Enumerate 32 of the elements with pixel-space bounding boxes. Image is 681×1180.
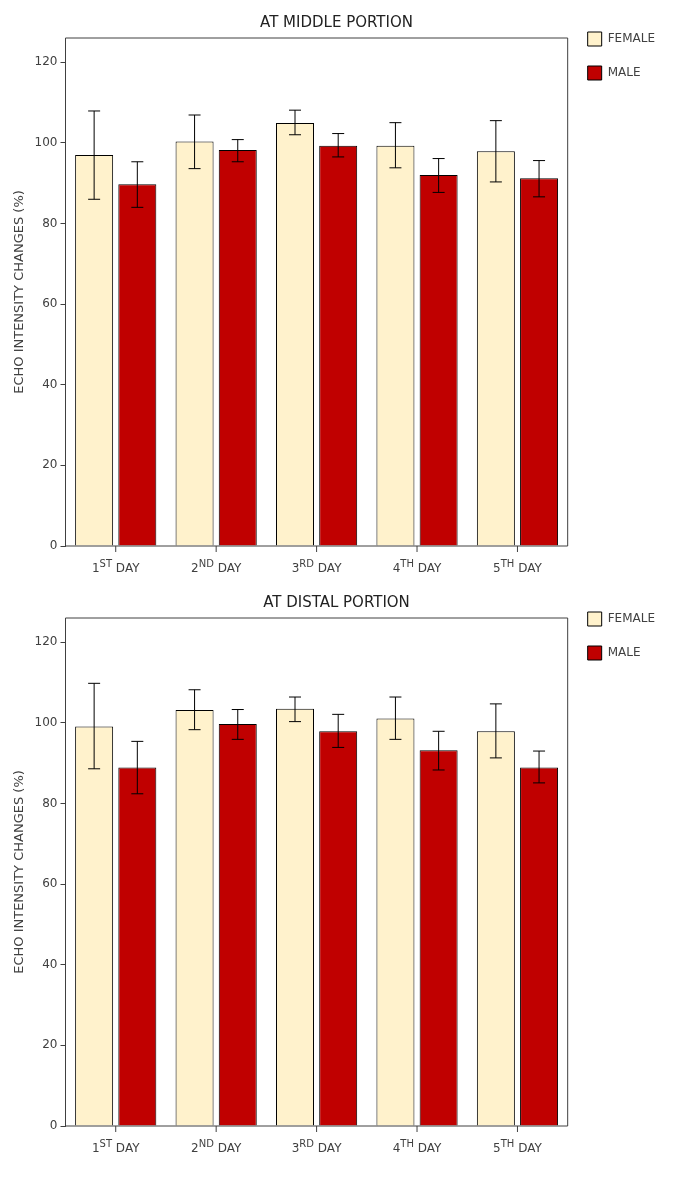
legend-label: FEMALE	[607, 611, 656, 626]
y-axis-title: ECHO INTENSITY CHANGES (%)	[11, 190, 27, 394]
y-tick-label: 60	[42, 876, 58, 891]
x-tick-label: 5$^{TH}$ DAY	[492, 1137, 543, 1157]
y-axis-title: ECHO INTENSITY CHANGES (%)	[11, 770, 27, 974]
x-tick-label: 4$^{TH}$ DAY	[391, 557, 443, 577]
x-tick-label: 4$^{TH}$ DAY	[391, 1137, 443, 1157]
y-tick-label: 80	[42, 795, 58, 810]
chart-title: AT MIDDLE PORTION	[260, 12, 413, 31]
x-tick-label: 5$^{TH}$ DAY	[492, 557, 543, 577]
legend-label: MALE	[607, 645, 641, 660]
x-tick-label: 3$^{RD}$ DAY	[290, 1137, 343, 1157]
y-tick-label: 120	[34, 54, 58, 69]
legend-label: FEMALE	[607, 31, 656, 46]
x-tick-label: 1$^{ST}$ DAY	[90, 557, 141, 577]
y-tick-label: 40	[42, 376, 58, 391]
x-tick-label: 2$^{ND}$ DAY	[190, 557, 243, 577]
y-tick-label: 20	[42, 1037, 58, 1052]
x-tick-label: 2$^{ND}$ DAY	[190, 1137, 243, 1157]
y-tick-label: 100	[34, 134, 58, 149]
legend-label: MALE	[607, 65, 641, 80]
y-tick-label: 0	[49, 538, 58, 553]
y-tick-label: 80	[42, 215, 58, 230]
y-tick-label: 20	[42, 457, 58, 472]
x-tick-label: 1$^{ST}$ DAY	[90, 1137, 141, 1157]
y-tick-label: 0	[49, 1118, 58, 1133]
x-tick-label: 3$^{RD}$ DAY	[290, 557, 343, 577]
y-tick-label: 100	[34, 714, 58, 729]
y-tick-label: 60	[42, 296, 58, 311]
chart-title: AT DISTAL PORTION	[263, 592, 410, 611]
y-tick-label: 40	[42, 956, 58, 971]
y-tick-label: 120	[34, 634, 58, 649]
